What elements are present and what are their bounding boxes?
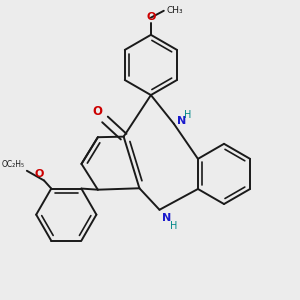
Text: CH₃: CH₃ — [166, 6, 183, 15]
Text: O: O — [146, 12, 156, 22]
Text: H: H — [184, 110, 191, 120]
Text: O: O — [93, 105, 103, 118]
Text: H: H — [169, 221, 177, 231]
Text: N: N — [162, 213, 172, 223]
Text: OC₂H₅: OC₂H₅ — [2, 160, 25, 169]
Text: N: N — [177, 116, 186, 126]
Text: O: O — [34, 169, 44, 179]
